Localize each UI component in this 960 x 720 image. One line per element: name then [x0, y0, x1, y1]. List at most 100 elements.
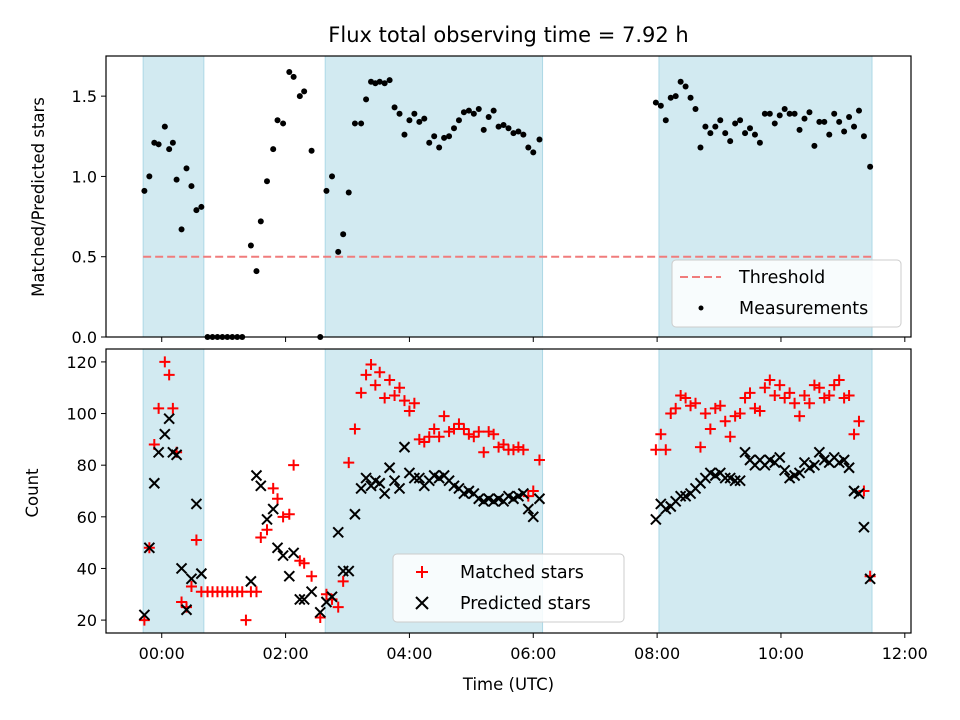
bottom-plot-frame: [105, 348, 912, 634]
matched-star-point: [769, 389, 781, 401]
legend-threshold-label: Threshold: [738, 268, 825, 288]
predicted-star-point: [148, 477, 161, 489]
observing-interval-0: [142, 55, 205, 338]
matched-star-point: [159, 356, 171, 368]
matched-star-point: [418, 436, 430, 448]
predicted-star-point: [180, 604, 193, 616]
matched-star-point: [749, 402, 761, 414]
matched-star-point: [779, 392, 791, 404]
predicted-star-point: [674, 490, 687, 502]
predicted-star-point: [527, 511, 539, 523]
matched-star-point: [314, 612, 326, 624]
predicted-star-point: [533, 493, 546, 505]
matched-star-point: [428, 423, 440, 435]
matched-star-point: [337, 575, 349, 587]
predicted-star-point: [517, 487, 530, 500]
measurement-point: [520, 131, 527, 138]
matched-star-point: [138, 614, 150, 626]
matched-star-point: [163, 369, 175, 381]
legend-matched-swatch: [416, 566, 428, 578]
predicted-star-point: [343, 565, 355, 577]
matched-star-point: [349, 423, 361, 435]
predicted-star-point: [245, 575, 257, 588]
measurement-point: [781, 105, 788, 112]
matched-star-point: [517, 444, 529, 456]
x-tick-label: 10:00: [758, 644, 804, 663]
measurement-point: [323, 187, 330, 194]
bottom-legend: Matched stars Predicted stars: [392, 553, 625, 623]
observing-interval-1: [324, 55, 544, 338]
predicted-star-point: [853, 487, 865, 500]
measurement-point: [475, 105, 482, 112]
measurement-point: [431, 133, 438, 140]
matched-star-point: [838, 392, 850, 404]
measurement-point: [308, 147, 315, 154]
measurement-point: [421, 115, 428, 122]
measurement-point: [436, 144, 443, 151]
measurement-point: [480, 126, 487, 133]
predicted-star-point: [378, 487, 391, 500]
legend-measurements-label: Measurements: [739, 299, 868, 319]
matched-star-point: [374, 366, 386, 378]
measurement-point: [178, 226, 185, 233]
matched-star-point: [468, 431, 480, 443]
measurement-point: [761, 110, 768, 117]
predicted-star-point: [190, 498, 203, 510]
x-tick-label: 08:00: [634, 644, 680, 663]
measurement-point: [751, 131, 758, 138]
measurement-point: [161, 123, 168, 130]
measurement-point: [707, 130, 714, 137]
measurement-point: [722, 130, 729, 137]
matched-star-point: [493, 441, 505, 453]
predicted-star-point: [408, 472, 421, 484]
measurement-point: [169, 139, 176, 146]
measurement-point: [451, 125, 458, 132]
matched-star-point: [774, 379, 786, 391]
predicted-star-point: [858, 521, 870, 533]
predicted-star-point: [152, 446, 165, 458]
matched-star-point: [306, 570, 318, 582]
matched-star-point: [463, 428, 475, 440]
measurement-point: [446, 133, 453, 140]
y-tick-label: 0.0: [72, 328, 97, 347]
measurement-point: [264, 178, 270, 185]
matched-star-point: [272, 493, 284, 505]
y-tick-label: 80: [77, 456, 97, 475]
measurement-point: [732, 120, 739, 127]
bottom-legend-box: [392, 553, 625, 623]
x-tick-label: 00:00: [139, 644, 185, 663]
matched-star-point: [759, 382, 771, 394]
matched-star-point: [789, 397, 801, 409]
measurement-point: [146, 173, 153, 180]
measurement-point: [173, 176, 180, 183]
predicted-star-point: [255, 480, 267, 492]
measurement-point: [717, 117, 724, 124]
x-axis-label: Time (UTC): [462, 675, 554, 694]
predicted-star-point: [843, 462, 855, 474]
predicted-star-point: [838, 454, 850, 466]
matched-star-point: [853, 415, 865, 427]
legend-predicted-swatch: [415, 596, 429, 610]
measurement-point: [416, 118, 423, 125]
measurement-point: [771, 120, 778, 127]
measurement-point: [662, 117, 669, 124]
measurement-point: [345, 189, 352, 196]
matched-star-point: [453, 418, 465, 430]
measurement-point: [495, 123, 502, 130]
predicted-star-point: [383, 462, 396, 474]
measurement-point: [677, 78, 684, 85]
matched-star-point: [764, 374, 776, 386]
predicted-star-point: [739, 446, 751, 458]
measurement-point: [826, 131, 833, 138]
y-tick-label: 40: [77, 559, 97, 578]
measurement-point: [460, 109, 467, 116]
matched-star-point: [754, 405, 766, 417]
predicted-star-point: [277, 549, 289, 562]
predicted-star-point: [522, 503, 535, 515]
matched-star-point: [798, 389, 810, 401]
x-tick-label: 06:00: [510, 644, 556, 663]
matched-star-point: [413, 433, 425, 445]
matched-star-point: [483, 426, 495, 438]
predicted-star-point: [349, 508, 361, 520]
legend-measurements-swatch: [698, 305, 704, 311]
